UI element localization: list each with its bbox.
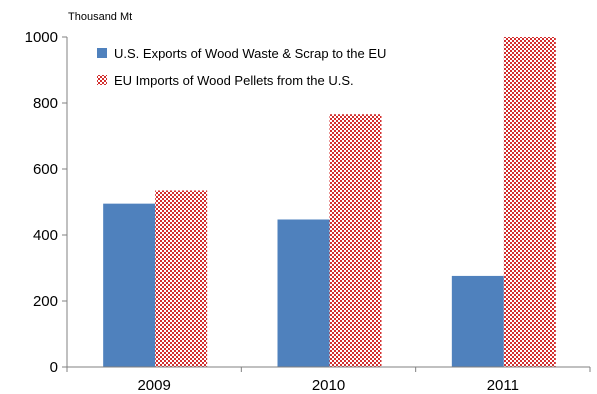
legend-label-exports: U.S. Exports of Wood Waste & Scrap to th… (114, 46, 386, 61)
y-tick-label: 800 (33, 95, 58, 112)
x-tick-label: 2009 (137, 377, 170, 394)
y-axis-unit-label: Thousand Mt (68, 11, 132, 23)
bar-exports-2011 (451, 275, 504, 367)
legend-label-imports: EU Imports of Wood Pellets from the U.S. (114, 73, 354, 88)
y-tick-label: 600 (33, 161, 58, 178)
bar-imports-2011 (503, 37, 556, 367)
x-axis-ticks: 2009 2010 2011 (66, 367, 591, 394)
legend-swatch-exports (97, 48, 107, 58)
y-tick-label: 200 (33, 293, 58, 310)
legend-swatch-imports (97, 75, 107, 85)
y-axis-ticks: 0 200 400 600 800 1000 (25, 29, 67, 376)
axes (66, 37, 590, 368)
bar-imports-2010 (329, 114, 382, 367)
bars-group (103, 37, 556, 367)
x-tick-label: 2010 (312, 377, 345, 394)
x-tick-label: 2011 (487, 377, 519, 394)
bar-exports-2009 (103, 203, 156, 367)
bar-imports-2009 (155, 190, 208, 367)
y-tick-label: 1000 (25, 29, 58, 46)
legend: U.S. Exports of Wood Waste & Scrap to th… (97, 46, 386, 88)
bar-exports-2010 (277, 219, 330, 367)
y-tick-label: 0 (50, 359, 58, 376)
y-tick-label: 400 (33, 227, 58, 244)
